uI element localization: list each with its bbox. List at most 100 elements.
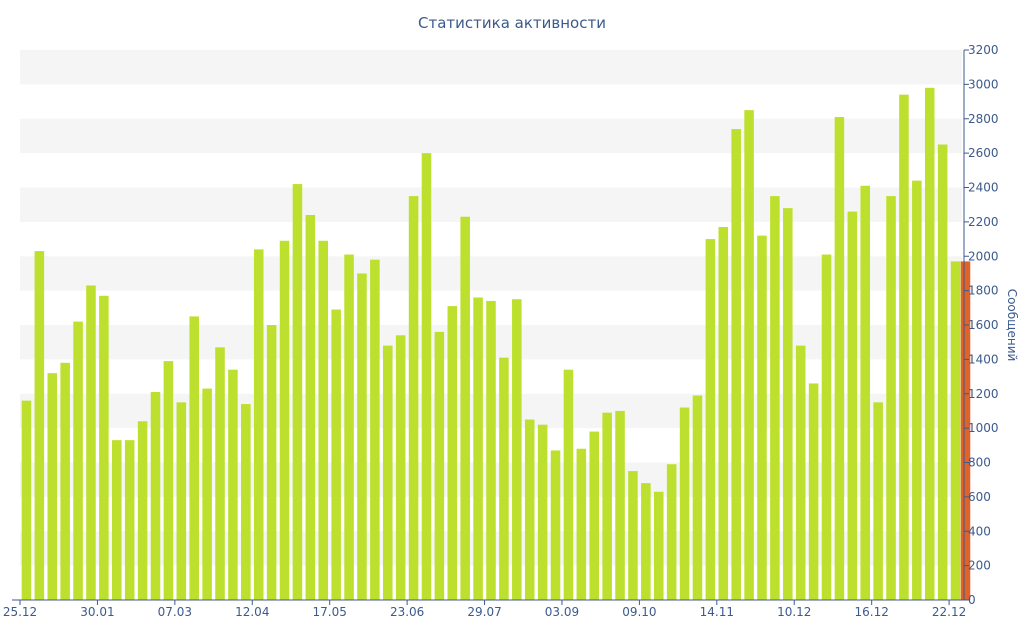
bar [512,299,522,600]
bar [357,273,367,600]
bar [253,249,264,600]
y-tick-label: 200 [968,559,991,573]
bar [912,180,922,600]
bar [447,306,458,600]
bar [628,471,638,600]
bar [99,295,109,600]
bar [382,345,393,600]
x-tick-label: 07.03 [158,605,192,619]
bar [47,373,58,600]
bar [886,196,896,600]
bar [395,335,406,600]
bar [434,331,445,600]
bar [370,259,380,600]
bar [653,491,664,600]
bar [292,184,303,600]
bar [550,450,561,600]
bar [950,261,961,600]
bar [279,240,290,600]
bar [718,227,729,600]
bar [163,361,174,600]
bar [589,431,600,600]
bar [60,362,70,600]
bar [21,400,32,600]
bar [576,448,587,600]
x-tick-label: 09.10 [622,605,656,619]
grid-band [20,187,962,222]
bar [537,424,548,600]
bar [821,254,832,600]
bar [499,357,509,600]
y-tick-label: 2400 [968,181,999,195]
bar-current [960,261,971,600]
bar [744,110,754,600]
bar [937,144,948,600]
y-tick-label: 800 [968,456,991,470]
y-tick-label: 2600 [968,146,999,160]
grid-band [20,118,962,154]
x-tick-label: 23.06 [390,605,424,619]
bar [228,369,238,600]
x-tick-label: 30.01 [80,605,114,619]
y-axis: 0 200 400 600 800 1000 1200 1400 1600 1800 2000 220… [963,43,999,607]
y-tick-label: 1600 [968,318,999,332]
bar [331,309,341,600]
bar [150,392,161,600]
bar [266,325,277,600]
bar [770,196,780,600]
bar [421,153,432,600]
bar [563,369,574,600]
grid-band [20,50,962,85]
bar [847,211,858,600]
bar [176,402,187,600]
x-tick-label: 12.04 [235,605,269,619]
bar [189,316,199,600]
bar [202,388,212,600]
y-tick-label: 1800 [968,284,999,298]
x-tick-label: 03.09 [545,605,579,619]
x-tick-label: 25.12 [3,605,37,619]
y-tick-label: 3000 [968,77,999,91]
bar [899,94,909,600]
y-tick-label: 1000 [968,421,999,435]
bar [408,196,419,600]
y-tick-label: 1200 [968,387,999,401]
y-axis-label: Сообщений [1005,289,1019,362]
bar [924,87,935,600]
y-tick-label: 400 [968,524,991,538]
bar [318,240,329,600]
bar [808,383,819,600]
x-tick-label: 16.12 [854,605,888,619]
bar [602,412,612,600]
y-tick-label: 1400 [968,352,999,366]
bar [73,321,83,600]
bar [783,208,793,600]
bar [692,395,703,600]
bar [666,464,677,600]
grid-band [20,256,962,291]
bars [21,87,971,600]
bar [795,345,806,600]
bar [305,215,316,600]
bar [757,235,767,600]
x-tick-label: 17.05 [313,605,347,619]
chart-title: Статистика активности [418,14,606,32]
bar [34,251,45,600]
bar [731,129,741,600]
x-tick-label: 14.11 [700,605,734,619]
x-tick-label: 29.07 [467,605,501,619]
bar [679,407,690,600]
y-tick-label: 0 [968,593,976,607]
bar [124,440,135,600]
bar [860,185,870,600]
y-tick-label: 600 [968,490,991,504]
y-tick-label: 2200 [968,215,999,229]
bar [137,421,148,600]
bar [834,117,845,600]
bar [615,410,625,600]
y-tick-label: 2000 [968,249,999,263]
bar [344,254,354,600]
bar [873,402,883,600]
y-tick-label: 3200 [968,43,999,57]
